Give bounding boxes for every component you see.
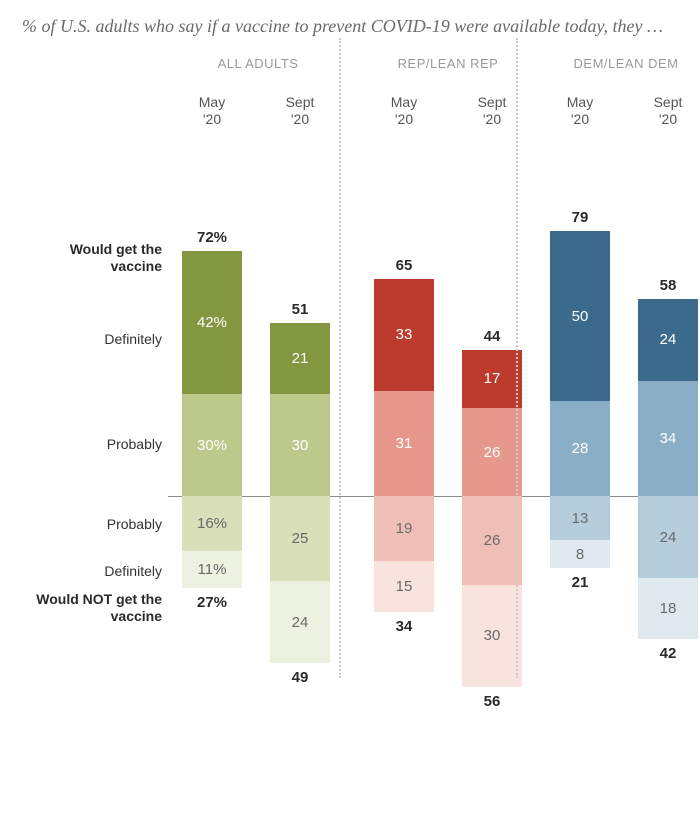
total-get-label: 79 [550,209,610,226]
total-get-label: 65 [374,257,434,274]
time-header: Sept'20 [265,94,335,128]
bar-segment: 11% [182,551,242,588]
bar-segment: 31 [374,391,434,496]
total-not-label: 34 [374,618,434,635]
row-label-totalGet: Would get the vaccine [18,241,162,275]
column-headers: ALL ADULTS May'20 Sept'20 REP/LEAN REP May'2… [18,56,682,141]
segment-value: 42% [197,314,227,331]
group-header: DEM/LEAN DEM [546,56,700,71]
segment-value: 30 [292,437,309,454]
row-label-probablyNot: Probably [18,516,162,533]
segment-value: 11% [198,561,227,578]
segment-value: 17 [484,370,501,387]
bar-segment: 26 [462,496,522,584]
total-not-label: 49 [270,669,330,686]
row-label-definitelyNot: Definitely [18,563,162,580]
segment-value: 24 [660,529,677,546]
segment-value: 26 [484,532,501,549]
bar-segment: 28 [550,401,610,496]
bar-segment: 24 [638,299,698,381]
bars-region: Would get the vaccine Definitely Probably P… [18,141,682,731]
bar-column: 72% 42% 30% 16% 11% 27% [182,141,242,731]
bar-column: 51 21 30 25 24 49 [270,141,330,731]
time-header: May'20 [545,94,615,128]
bar-segment: 15 [374,561,434,612]
bar-segment: 21 [270,323,330,394]
total-get-label: 58 [638,277,698,294]
segment-value: 50 [572,308,589,325]
group-divider [516,38,518,678]
bar-segment: 33 [374,279,434,391]
bar-segment: 17 [462,350,522,408]
segment-value: 18 [660,600,677,617]
row-label-totalNot: Would NOT get the vaccine [18,591,162,625]
bar-segment: 42% [182,251,242,394]
bar-segment: 30 [462,585,522,687]
bar-column: 79 50 28 13 8 21 [550,141,610,731]
bar-segment: 19 [374,496,434,561]
segment-value: 26 [484,444,501,461]
segment-value: 8 [576,546,584,563]
total-get-label: 51 [270,301,330,318]
group-header: ALL ADULTS [178,56,338,71]
segment-value: 31 [396,435,413,452]
row-label-probablyGet: Probably [18,436,162,453]
bar-segment: 16% [182,496,242,550]
total-not-label: 27% [182,594,242,611]
bar-segment: 8 [550,540,610,567]
segment-value: 28 [572,440,589,457]
bar-column: 65 33 31 19 15 34 [374,141,434,731]
segment-value: 33 [396,326,413,343]
segment-value: 15 [396,578,413,595]
bar-segment: 25 [270,496,330,581]
total-get-label: 44 [462,328,522,345]
segment-value: 30% [197,437,227,454]
segment-value: 13 [572,510,589,527]
bar-segment: 26 [462,408,522,496]
segment-value: 30 [484,627,501,644]
total-not-label: 42 [638,645,698,662]
segment-value: 19 [396,520,413,537]
segment-value: 24 [660,331,677,348]
bar-segment: 34 [638,381,698,497]
row-label-definitelyGet: Definitely [18,331,162,348]
bar-segment: 24 [638,496,698,578]
chart-area: ALL ADULTS May'20 Sept'20 REP/LEAN REP May'2… [0,38,700,731]
total-get-label: 72% [182,229,242,246]
bar-segment: 13 [550,496,610,540]
time-header: May'20 [369,94,439,128]
segment-value: 34 [660,430,677,447]
total-not-label: 21 [550,574,610,591]
group-header: REP/LEAN REP [368,56,528,71]
segment-value: 21 [292,350,309,367]
bar-segment: 30 [270,394,330,496]
segment-value: 25 [292,530,309,547]
bar-column: 58 24 34 24 18 42 [638,141,698,731]
bar-segment: 18 [638,578,698,639]
bar-segment: 50 [550,231,610,401]
time-header: May'20 [177,94,247,128]
bar-segment: 30% [182,394,242,496]
bar-column: 44 17 26 26 30 56 [462,141,522,731]
time-header: Sept'20 [633,94,700,128]
bar-segment: 24 [270,581,330,663]
segment-value: 16% [197,515,227,532]
group-divider [339,38,341,678]
chart-title: % of U.S. adults who say if a vaccine to… [0,0,700,38]
total-not-label: 56 [462,693,522,710]
segment-value: 24 [292,614,309,631]
